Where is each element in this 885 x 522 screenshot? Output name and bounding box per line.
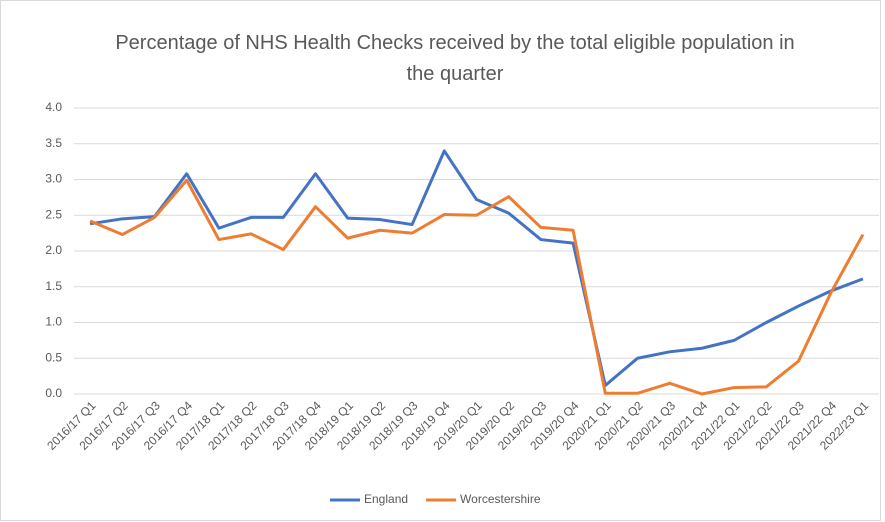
y-tick-label: 1.5 [45, 279, 62, 293]
y-tick-label: 2.5 [45, 207, 62, 221]
y-tick-label: 2.0 [45, 243, 62, 257]
y-tick-label: 1.0 [45, 315, 62, 329]
y-tick-label: 3.5 [45, 136, 62, 150]
y-tick-label: 0.5 [45, 350, 62, 364]
series-line [89, 178, 865, 396]
series-line [89, 149, 864, 387]
y-tick-label: 3.0 [45, 172, 62, 186]
legend-label: Worcestershire [460, 492, 541, 506]
y-tick-label: 0.0 [45, 386, 62, 400]
y-tick-label: 4.0 [45, 100, 62, 114]
legend-label: England [364, 492, 408, 506]
chart-title: Percentage of NHS Health Checks received… [115, 32, 795, 85]
